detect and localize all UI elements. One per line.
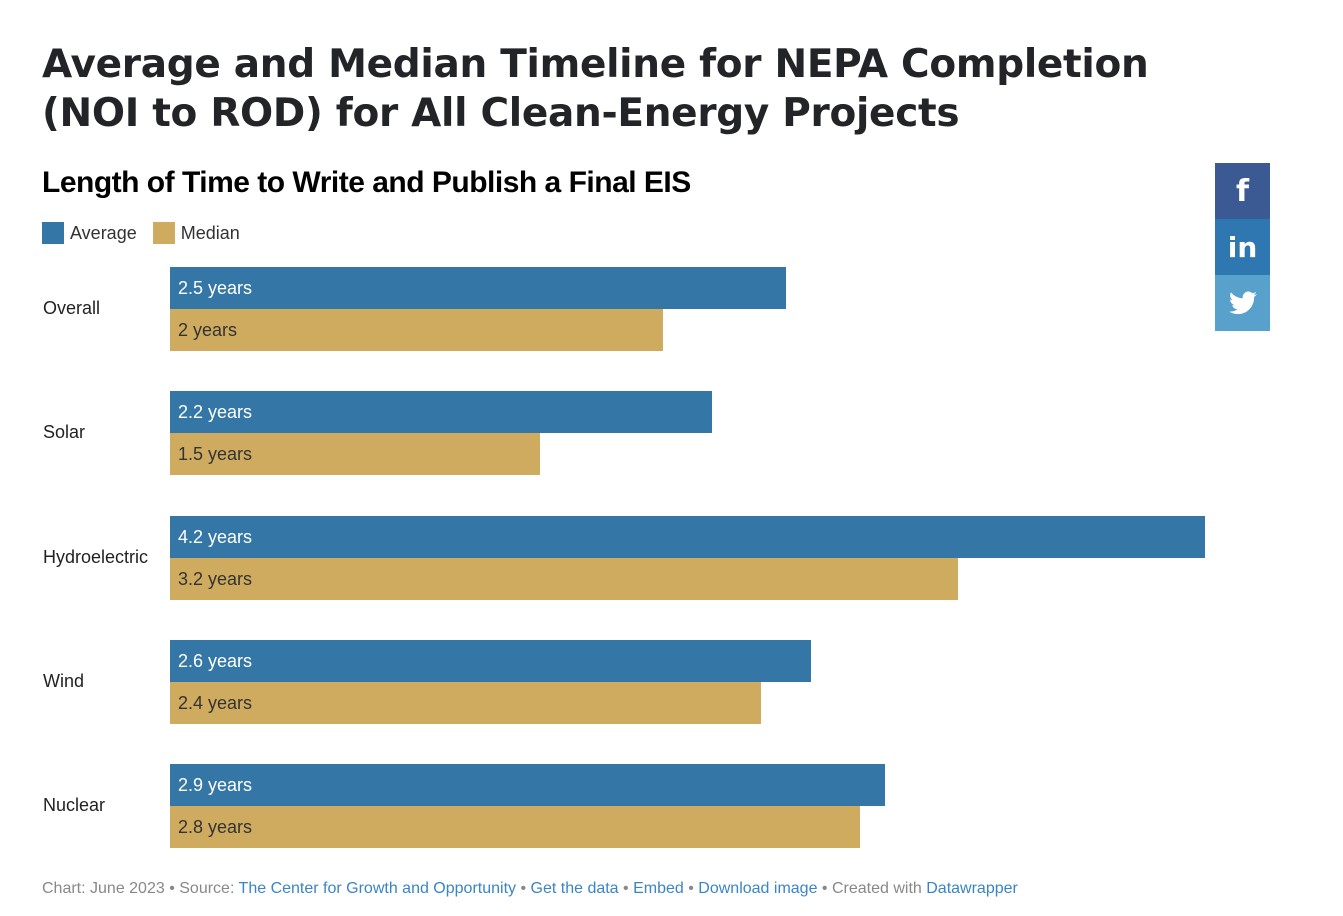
median-bar: 2.8 years	[170, 806, 860, 848]
average-bar: 2.2 years	[170, 391, 712, 433]
bar-value-label: 2.5 years	[178, 277, 253, 298]
linkedin-icon: in	[1227, 230, 1258, 264]
chart-subtitle: Length of Time to Write and Publish a Fi…	[42, 166, 691, 199]
legend-swatch-median	[152, 222, 175, 244]
separator: •	[516, 880, 531, 897]
bar-value-label: 3.2 years	[178, 568, 253, 589]
legend-label: Median	[180, 222, 240, 243]
median-bar: 2 years	[170, 309, 663, 351]
get-data-link[interactable]: Get the data	[530, 880, 619, 897]
facebook-share-button[interactable]: f	[1215, 163, 1270, 219]
source-prefix: Source:	[179, 880, 239, 897]
separator: •	[817, 880, 832, 897]
bar-value-label: 2.6 years	[178, 650, 253, 671]
social-share-bar: f in	[1215, 163, 1270, 331]
legend-item-average: Average	[42, 222, 137, 244]
twitter-icon	[1228, 291, 1257, 315]
median-bar: 3.2 years	[170, 558, 958, 600]
created-with-prefix: Created with	[831, 880, 927, 897]
legend-label: Average	[70, 222, 137, 243]
legend: Average Median	[42, 222, 256, 244]
facebook-icon: f	[1235, 173, 1250, 209]
chart-date: Chart: June 2023	[42, 880, 165, 897]
twitter-share-button[interactable]	[1215, 275, 1270, 331]
median-bar: 1.5 years	[170, 433, 540, 475]
source-link[interactable]: The Center for Growth and Opportunity	[238, 880, 517, 897]
average-bar: 2.9 years	[170, 764, 885, 806]
chart-title: Average and Median Timeline for NEPA Com…	[42, 42, 1149, 136]
bar-value-label: 2.9 years	[178, 774, 253, 795]
bar-value-label: 2.8 years	[178, 816, 253, 837]
category-label: Solar	[43, 422, 86, 442]
bar-value-label: 1.5 years	[178, 443, 253, 464]
chart-footer: Chart: June 2023 • Source: The Center fo…	[42, 880, 1018, 898]
separator: •	[164, 880, 180, 897]
download-image-link[interactable]: Download image	[698, 880, 818, 897]
average-bar: 2.5 years	[170, 267, 786, 309]
bar-value-label: 2.4 years	[178, 692, 253, 713]
legend-swatch-average	[42, 222, 64, 244]
category-label: Hydroelectric	[43, 547, 149, 567]
separator: •	[618, 880, 634, 897]
bar-value-label: 2 years	[178, 319, 238, 340]
category-label: Overall	[43, 298, 101, 318]
category-label: Wind	[43, 671, 85, 691]
bar-value-label: 4.2 years	[178, 526, 253, 547]
median-bar: 2.4 years	[170, 682, 761, 724]
average-bar: 2.6 years	[170, 640, 811, 682]
legend-item-median: Median	[152, 222, 240, 244]
separator: •	[683, 880, 699, 897]
datawrapper-link[interactable]: Datawrapper	[926, 880, 1018, 897]
bar-value-label: 2.2 years	[178, 401, 253, 422]
linkedin-share-button[interactable]: in	[1215, 219, 1270, 275]
embed-link[interactable]: Embed	[633, 880, 684, 897]
average-bar: 4.2 years	[170, 516, 1205, 558]
category-label: Nuclear	[43, 795, 106, 815]
